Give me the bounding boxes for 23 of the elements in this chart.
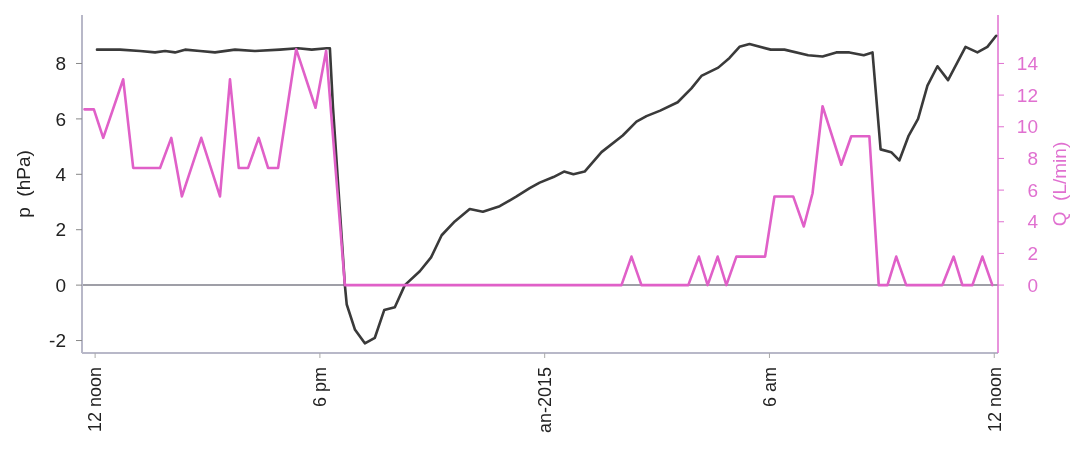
- y2-tick-label: 2: [1027, 243, 1038, 265]
- y-tick-label: 2: [55, 219, 66, 241]
- y2-tick-label: 6: [1027, 179, 1038, 201]
- y2-tick-label: 8: [1027, 148, 1038, 170]
- y2-tick-label: 4: [1027, 211, 1039, 233]
- y-tick-label: -2: [49, 330, 66, 352]
- y-axis-title: p (hPa): [13, 150, 34, 218]
- x-tick-label: an-2015: [534, 367, 555, 434]
- x-tick-label: 6 pm: [310, 367, 331, 408]
- x-tick-label: 12 noon: [984, 367, 1005, 433]
- y-tick-label: 0: [55, 274, 66, 296]
- y2-tick-label: 10: [1016, 116, 1038, 138]
- y-tick-label: 6: [55, 108, 66, 130]
- y-tick-label: 4: [55, 163, 67, 185]
- y2-axis-title: Q (L/min): [1049, 141, 1070, 227]
- y2-tick-label: 14: [1016, 53, 1039, 75]
- y2-tick-label: 12: [1016, 84, 1038, 106]
- y-tick-label: 8: [55, 53, 66, 75]
- line-series: [83, 47, 994, 287]
- x-tick-label: 6 am: [759, 367, 780, 408]
- x-tick-label: 12 noon: [85, 367, 106, 433]
- line-series: [95, 34, 998, 345]
- y2-tick-label: 0: [1027, 274, 1038, 296]
